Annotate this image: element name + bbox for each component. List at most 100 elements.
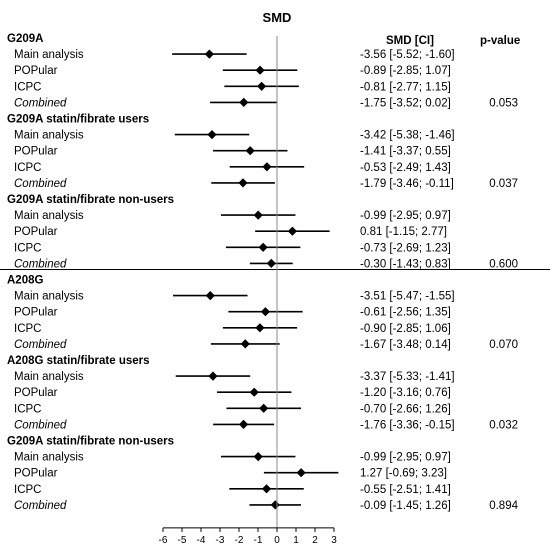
row-label: POPular (14, 65, 58, 77)
p-value: 0.070 (489, 339, 518, 351)
point-estimate (255, 65, 265, 75)
point-estimate (205, 291, 215, 301)
row-label: POPular (14, 226, 58, 238)
ci-text: -0.81 [-2.77; 1.15] (360, 81, 451, 93)
p-value: 0.032 (489, 419, 518, 431)
row-label: Combined (14, 178, 67, 190)
group-title: G209A statin/fibrate non-users (7, 194, 174, 206)
p-value: 0.600 (489, 258, 518, 270)
point-estimate (238, 419, 249, 429)
ci-text: -1.67 [-3.48; 0.14] (360, 339, 451, 351)
ci-text: -1.79 [-3.46; -0.11] (360, 178, 454, 190)
row-label: Main analysis (14, 49, 84, 61)
row-label: Main analysis (14, 452, 84, 464)
row-label: POPular (14, 307, 58, 319)
row-label: POPular (14, 146, 58, 158)
point-estimate (287, 226, 297, 236)
point-estimate (239, 97, 249, 107)
ci-text: -0.99 [-2.95; 0.97] (360, 452, 451, 464)
group-title: G209A (7, 33, 43, 45)
x-tick-label: 1 (293, 535, 299, 546)
x-axis: -6 -5 -4 -3 -2 -1 0 1 2 3 (159, 36, 337, 546)
ci-text: 1.27 [-0.69; 3.23] (360, 468, 447, 480)
ci-text: -0.90 [-2.85; 1.06] (360, 323, 451, 335)
row-label: ICPC (14, 484, 41, 496)
x-tick-label: 3 (331, 535, 337, 546)
point-estimate (266, 258, 276, 268)
chart-title: SMD (263, 10, 292, 25)
point-estimate (255, 323, 265, 333)
point-estimate (204, 49, 214, 59)
ci-text: -3.42 [-5.38; -1.46] (360, 130, 455, 142)
ci-text: -0.99 [-2.95; 0.97] (360, 210, 451, 222)
row-label: POPular (14, 468, 58, 480)
x-tick-label: -3 (216, 535, 225, 546)
ci-text: -1.76 [-3.36; -0.15] (360, 419, 455, 431)
x-tick-label: 2 (312, 535, 318, 546)
ci-text: -3.56 [-5.52; -1.60] (360, 49, 455, 61)
ci-column-header: SMD [CI] (386, 35, 434, 47)
point-estimate (238, 178, 248, 188)
group-title: G209A statin/fibrate non-users (7, 436, 174, 448)
point-estimate (245, 146, 255, 156)
point-estimate (257, 81, 267, 91)
ci-text: -1.75 [-3.52; 0.02] (360, 97, 451, 109)
ci-text: -3.37 [-5.33; -1.41] (360, 371, 455, 383)
row-label: Main analysis (14, 371, 84, 383)
x-tick-label: -4 (197, 535, 206, 546)
row-label: Main analysis (14, 210, 84, 222)
x-tick-label: -1 (254, 535, 263, 546)
p-value: 0.894 (489, 500, 518, 512)
forest-rows: G209A Main analysis -3.56 [-5.52; -1.60] PO… (0, 33, 550, 512)
point-estimate (253, 210, 263, 220)
ci-text: -0.55 [-2.51; 1.41] (360, 484, 451, 496)
point-estimate (253, 452, 263, 462)
row-label: Main analysis (14, 130, 84, 142)
row-label: Combined (14, 339, 67, 351)
point-estimate (208, 371, 218, 381)
row-label: POPular (14, 387, 58, 399)
ci-text: -0.89 [-2.85; 1.07] (360, 65, 451, 77)
group-title: A208G statin/fibrate users (7, 355, 150, 367)
row-label: ICPC (14, 242, 41, 254)
point-estimate (260, 307, 271, 317)
x-tick-label: -2 (235, 535, 244, 546)
ci-text: 0.81 [-1.15; 2.77] (360, 226, 447, 238)
row-label: ICPC (14, 403, 41, 415)
group-title: A208G (7, 275, 43, 287)
ci-text: -0.53 [-2.49; 1.43] (360, 162, 451, 174)
point-estimate (270, 500, 280, 510)
row-label: ICPC (14, 81, 41, 93)
row-label: ICPC (14, 323, 41, 335)
point-estimate (207, 130, 217, 140)
ci-text: -0.09 [-1.45; 1.26] (360, 500, 451, 512)
row-label: Combined (14, 500, 67, 512)
point-estimate (261, 484, 272, 494)
row-label: Main analysis (14, 291, 84, 303)
point-estimate (258, 242, 268, 252)
p-value: 0.037 (489, 178, 518, 190)
row-label: ICPC (14, 162, 41, 174)
p-value: 0.053 (489, 97, 518, 109)
ci-text: -3.51 [-5.47; -1.55] (360, 291, 455, 303)
point-estimate (259, 403, 269, 413)
pvalue-column-header: p-value (480, 35, 520, 47)
row-label: Combined (14, 97, 67, 109)
row-label: Combined (14, 419, 67, 431)
ci-text: -0.70 [-2.66; 1.26] (360, 403, 451, 415)
point-estimate (240, 339, 250, 349)
ci-text: -0.61 [-2.56; 1.35] (360, 307, 451, 319)
group-title: G209A statin/fibrate users (7, 114, 149, 126)
x-tick-label: -6 (159, 535, 168, 546)
ci-text: -0.30 [-1.43; 0.83] (360, 258, 451, 270)
point-estimate (249, 387, 259, 397)
x-tick-label: 0 (274, 535, 280, 546)
row-label: Combined (14, 258, 67, 270)
x-tick-label: -5 (178, 535, 187, 546)
ci-text: -1.20 [-3.16; 0.76] (360, 387, 451, 399)
point-estimate (262, 162, 272, 172)
ci-text: -0.73 [-2.69; 1.23] (360, 242, 451, 254)
point-estimate (296, 468, 306, 478)
ci-text: -1.41 [-3.37; 0.55] (360, 146, 451, 158)
